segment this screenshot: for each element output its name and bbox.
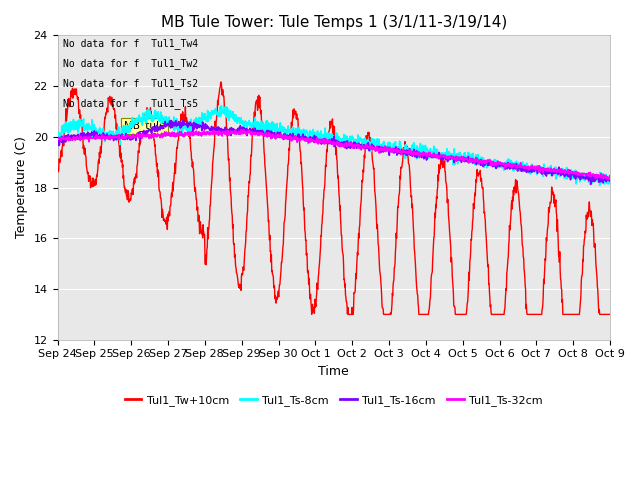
Title: MB Tule Tower: Tule Temps 1 (3/1/11-3/19/14): MB Tule Tower: Tule Temps 1 (3/1/11-3/19… [161,15,507,30]
Legend: Tul1_Tw+10cm, Tul1_Ts-8cm, Tul1_Ts-16cm, Tul1_Ts-32cm: Tul1_Tw+10cm, Tul1_Ts-8cm, Tul1_Ts-16cm,… [120,391,547,410]
X-axis label: Time: Time [319,365,349,378]
Text: MB_tule: MB_tule [124,120,165,132]
Text: No data for f  Tul1_Ts5: No data for f Tul1_Ts5 [63,98,198,108]
Text: No data for f  Tul1_Tw2: No data for f Tul1_Tw2 [63,58,198,69]
Text: No data for f  Tul1_Tw4: No data for f Tul1_Tw4 [63,38,198,49]
Text: No data for f  Tul1_Ts2: No data for f Tul1_Ts2 [63,78,198,89]
Y-axis label: Temperature (C): Temperature (C) [15,137,28,239]
